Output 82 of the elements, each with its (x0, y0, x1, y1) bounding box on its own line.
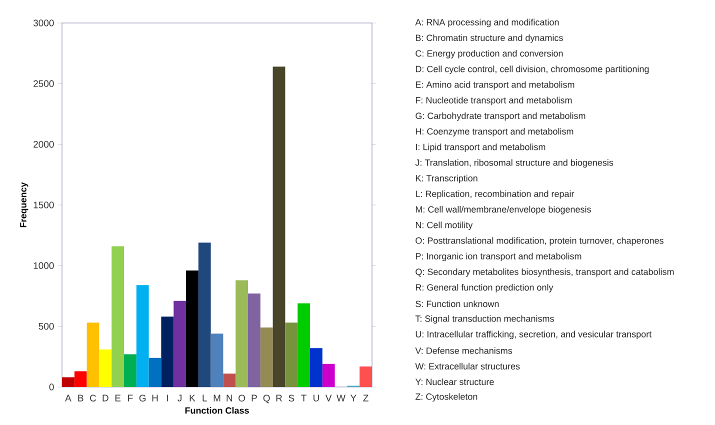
x-tick-label: B (78, 394, 84, 402)
x-tick-label: C (90, 394, 96, 402)
text: T: Signal transduction mechanisms (415, 315, 554, 324)
x-tick-label: N (226, 394, 232, 402)
bar (248, 294, 260, 387)
text: W: Extracellular structures (415, 362, 520, 370)
bar (186, 270, 198, 387)
text: L: Replication, recombination and repair (416, 190, 574, 199)
text: P: Inorganic ion transport and metabolism (416, 252, 582, 262)
x-tick-label: A (65, 394, 72, 402)
bar (161, 316, 174, 387)
x-tick-label: H (152, 394, 158, 402)
text: V: Defense mechanisms (415, 347, 512, 354)
y-axis-title: Frequency (20, 182, 28, 228)
bar (99, 349, 112, 387)
x-tick-label: K (190, 394, 196, 402)
y-tick-label: 1000 (34, 262, 54, 270)
x-tick-label: U (314, 394, 319, 402)
bar (236, 280, 248, 387)
bar (136, 285, 149, 387)
bar (174, 300, 186, 387)
bar (210, 334, 224, 387)
x-tick-label: J (178, 394, 182, 402)
bar (223, 374, 236, 387)
y-tick-label: 1500 (34, 202, 54, 208)
bar (148, 358, 162, 387)
y-tick-label: 3000 (33, 20, 54, 26)
y-tick-label: 0 (49, 384, 54, 390)
text: K: Transcription (416, 174, 478, 184)
bar (112, 246, 124, 387)
text: F: Nucleotide transport and metabolism (416, 96, 572, 106)
bar (272, 66, 286, 387)
bar (62, 377, 74, 387)
text: R: General function prediction only (416, 284, 554, 292)
text: B: Chromatin structure and dynamics (416, 34, 563, 43)
bar (360, 366, 372, 387)
text: Q: Secondary metabolites biosynthesis, transport and catabolism (416, 268, 674, 277)
x-tick-label: F (128, 394, 133, 402)
x-tick-label: I (166, 394, 168, 402)
text: O: Posttranslational modification, protein turnover, chaperones (416, 237, 664, 246)
text: H: Coenzyme transport and metabolism (416, 128, 574, 136)
x-tick-label: D (102, 394, 108, 402)
x-tick-label: E (115, 394, 121, 402)
text: J: Translation, ribosomal structure and biogenesis (415, 159, 614, 168)
x-tick-label: M (214, 394, 220, 402)
bar (310, 348, 322, 387)
x-tick-label: O (238, 394, 246, 402)
x-tick-label: Z (363, 394, 368, 402)
text: D: Cell cycle control, cell division, chromosome partitioning (416, 66, 649, 74)
bar (198, 242, 211, 387)
x-tick-label: L (202, 394, 207, 402)
bar (298, 303, 310, 387)
x-tick-label: S (288, 394, 294, 402)
x-tick-label: Q (263, 394, 270, 404)
x-tick-label: V (325, 394, 332, 402)
x-tick-label: T (301, 394, 306, 402)
x-tick-label: Y (350, 394, 356, 402)
text: A: RNA processing and modification (415, 18, 559, 28)
bar (74, 371, 87, 387)
x-tick-label: W (336, 394, 346, 402)
y-tick-label: 2500 (34, 80, 54, 88)
text: U: Intracellular trafficking, secretion, and vesicular transport (416, 330, 652, 340)
text: C: Energy production and conversion (416, 50, 563, 58)
bar (124, 354, 136, 387)
text: M: Cell wall/membrane/envelope biogenesis (416, 206, 591, 214)
text: Y: Nuclear structure (415, 378, 494, 386)
bar (86, 322, 100, 387)
text: S: Function unknown (416, 300, 499, 308)
bar (285, 322, 298, 387)
text: G: Carbohydrate transport and metabolism (416, 112, 586, 121)
x-axis-title: Function Class (185, 407, 249, 414)
text: N: Cell motility (416, 222, 473, 230)
x-tick-label: R (276, 394, 282, 402)
x-tick-label: G (139, 394, 146, 402)
bar (260, 328, 273, 387)
y-tick-label: 2000 (34, 140, 54, 148)
bar (322, 364, 335, 387)
x-tick-label: P (252, 394, 257, 402)
y-tick-label: 500 (38, 322, 54, 330)
text: Z: Cytoskeleton (415, 393, 478, 402)
text: I: Lipid transport and metabolism (416, 144, 546, 152)
text: E: Amino acid transport and metabolism (416, 81, 574, 90)
